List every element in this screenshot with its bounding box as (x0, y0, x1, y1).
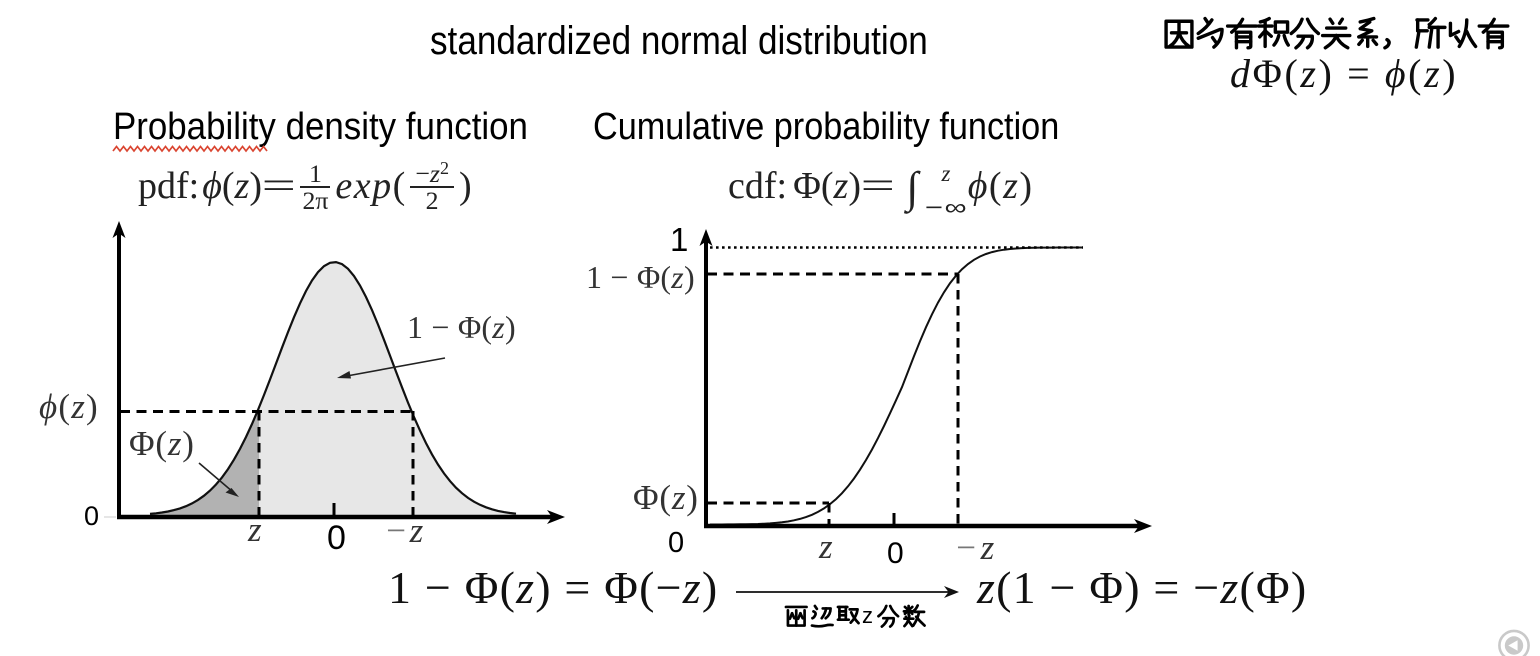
svg-text:z: z (862, 603, 873, 628)
